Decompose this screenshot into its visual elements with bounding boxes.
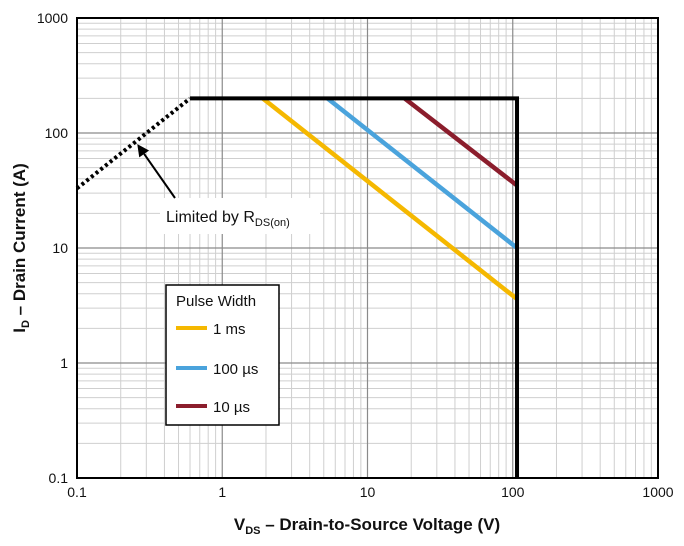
y-axis-title-rest: – Drain Current (A): [10, 163, 29, 320]
y-tick-label: 1: [60, 355, 68, 371]
y-tick-label: 100: [45, 125, 69, 141]
legend-title: Pulse Width: [176, 293, 256, 310]
annotation-arrow: [143, 153, 176, 199]
legend-label-100us: 100 µs: [213, 361, 258, 378]
y-tick-label: 10: [52, 240, 68, 256]
rds-annotation: Limited by RDS(on): [137, 144, 320, 234]
series-line-100us: [326, 96, 519, 250]
x-tick-label: 1: [218, 484, 226, 500]
legend: Pulse Width 1 ms 100 µs 10 µs: [165, 284, 280, 426]
x-axis-title-sub: DS: [245, 525, 260, 537]
annotation-box: [160, 198, 320, 234]
series-line-10us: [403, 96, 519, 188]
soa-boundary-line: [190, 96, 520, 478]
y-tick-label: 1000: [37, 10, 68, 26]
legend-box: [165, 284, 280, 426]
series-line-1ms: [261, 96, 519, 301]
x-axis-title: VDS – Drain-to-Source Voltage (V): [234, 515, 500, 537]
x-tick-label: 10: [360, 484, 376, 500]
soa-boundary: [75, 96, 520, 478]
y-tick-labels: 0.1 1 10 100 1000: [37, 10, 68, 486]
x-tick-labels: 0.1 1 10 100 1000: [67, 484, 674, 500]
annotation-label-main: Limited by R: [166, 209, 255, 226]
rds-on-limit-line: [75, 96, 192, 190]
x-tick-label: 100: [501, 484, 525, 500]
y-axis-title: ID – Drain Current (A): [10, 163, 32, 332]
series-layer: [261, 96, 519, 301]
y-axis-title-main: I: [10, 328, 29, 333]
x-tick-label: 1000: [642, 484, 673, 500]
annotation-label: Limited by RDS(on): [166, 209, 290, 229]
x-tick-label: 0.1: [67, 484, 87, 500]
x-axis-title-rest: – Drain-to-Source Voltage (V): [261, 515, 501, 534]
y-axis-title-sub: D: [20, 320, 32, 328]
annotation-arrow-head: [137, 144, 150, 158]
x-axis-title-main: V: [234, 515, 246, 534]
annotation-label-sub: DS(on): [255, 217, 290, 229]
legend-label-10us: 10 µs: [213, 399, 250, 416]
y-tick-label: 0.1: [49, 470, 69, 486]
plot-frame: [76, 17, 659, 479]
legend-label-1ms: 1 ms: [213, 321, 246, 338]
